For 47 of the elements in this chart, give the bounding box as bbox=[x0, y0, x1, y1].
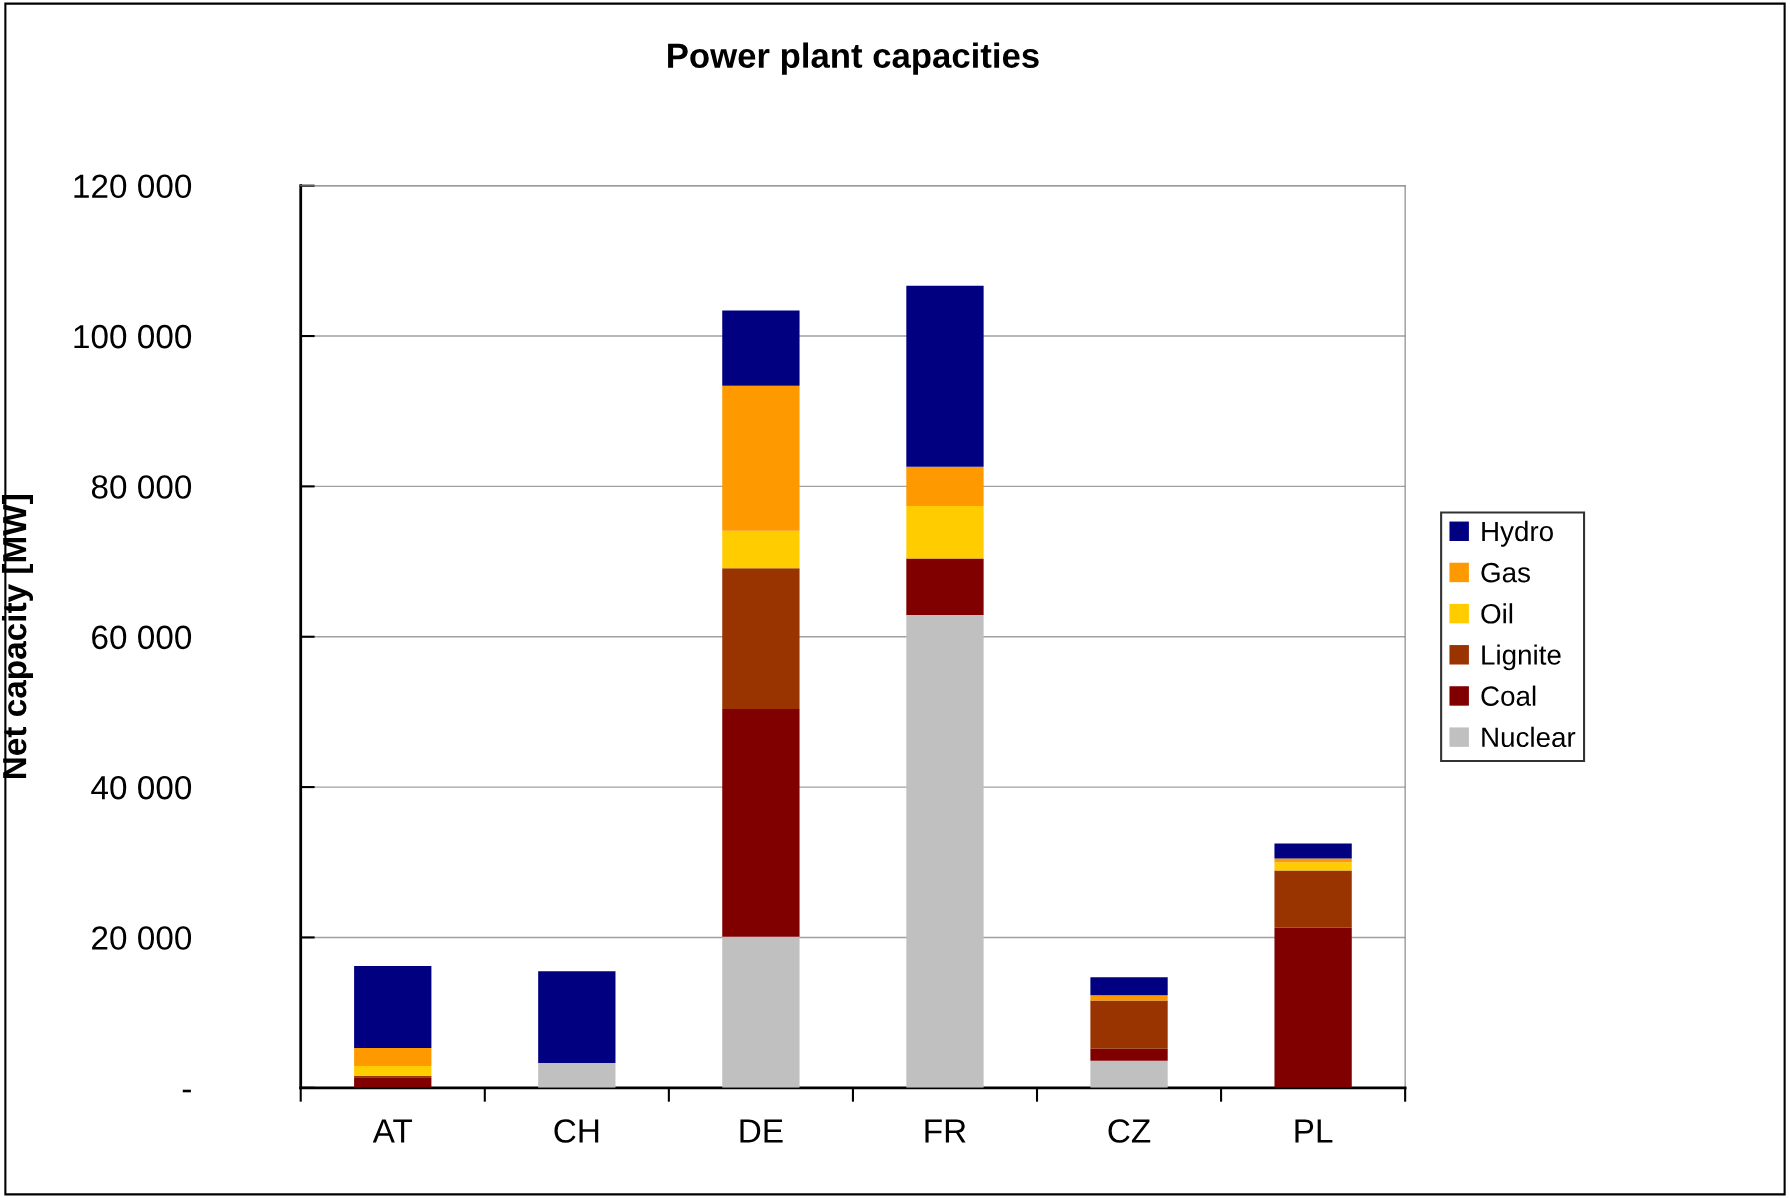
y-tick-label: 100 000 bbox=[74, 324, 192, 349]
bar bbox=[354, 1077, 432, 1088]
y-tick-label: 20 000 bbox=[92, 926, 192, 950]
x-tick-label: CZ bbox=[1108, 1119, 1151, 1143]
bar bbox=[538, 971, 616, 1063]
y-tick-label: 80 000 bbox=[91, 475, 192, 499]
bar bbox=[354, 1065, 432, 1076]
bar bbox=[1090, 1048, 1168, 1061]
bar bbox=[354, 1047, 432, 1066]
y-tick-label: 40 000 bbox=[91, 775, 192, 800]
bar bbox=[1274, 862, 1352, 871]
bar bbox=[1090, 995, 1168, 1001]
bar bbox=[906, 285, 984, 467]
bar bbox=[906, 505, 984, 559]
x-tick-label: PL bbox=[1295, 1119, 1333, 1143]
legend-label: Coal bbox=[1481, 685, 1536, 706]
legend-label: Nuclear bbox=[1482, 726, 1576, 748]
legend-label: Gas bbox=[1481, 562, 1530, 583]
bar bbox=[722, 708, 800, 937]
legend-label: Hydro bbox=[1482, 520, 1553, 547]
bar bbox=[354, 966, 432, 1048]
x-tick-label: DE bbox=[740, 1119, 783, 1143]
y-tick-label: - bbox=[182, 1089, 191, 1093]
x-tick-label: CH bbox=[554, 1119, 599, 1143]
y-axis-title: Net capacity [MW] bbox=[1, 495, 34, 779]
legend-label: Lignite bbox=[1482, 644, 1561, 671]
bar bbox=[722, 530, 800, 569]
bar bbox=[1090, 1000, 1168, 1049]
bar bbox=[722, 568, 800, 709]
y-tick-label: 60 000 bbox=[92, 625, 192, 650]
bar bbox=[722, 936, 800, 1088]
bar bbox=[1090, 977, 1168, 996]
y-tick-label: 120 000 bbox=[74, 174, 192, 199]
legend-label: Oil bbox=[1481, 603, 1513, 624]
bar bbox=[1274, 927, 1352, 1088]
bar bbox=[1090, 1060, 1168, 1088]
bar bbox=[906, 466, 984, 506]
bar bbox=[722, 385, 800, 531]
chart-title: Power plant capacities bbox=[668, 42, 1039, 75]
bar bbox=[538, 1062, 616, 1088]
bar bbox=[722, 310, 800, 386]
bar bbox=[906, 614, 984, 1088]
x-tick-label: AT bbox=[372, 1119, 413, 1143]
x-tick-label: FR bbox=[925, 1119, 966, 1143]
bar bbox=[1274, 843, 1352, 859]
bar bbox=[1274, 870, 1352, 928]
bar bbox=[906, 558, 984, 615]
